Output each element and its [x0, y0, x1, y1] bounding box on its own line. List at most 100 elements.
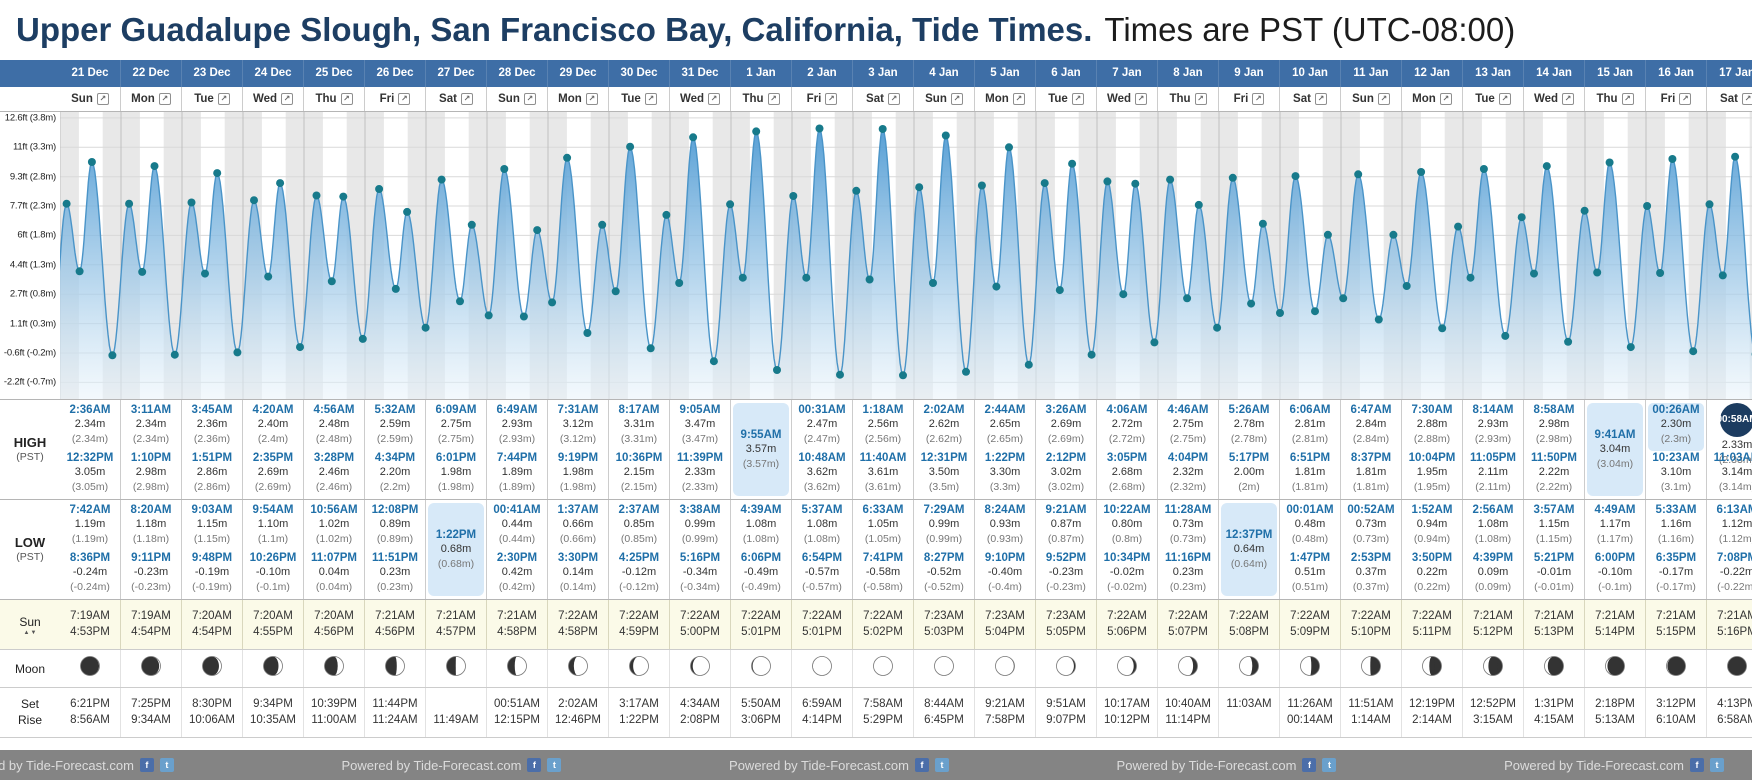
low-tide-height-alt: (1.15m): [1535, 533, 1573, 545]
date-header-5-jan[interactable]: 5 Jan: [975, 60, 1036, 87]
expand-day-icon[interactable]: ↗: [1194, 93, 1207, 105]
expand-day-icon[interactable]: ↗: [644, 93, 657, 105]
date-header-3-jan[interactable]: 3 Jan: [853, 60, 914, 87]
expand-day-icon[interactable]: ↗: [1314, 93, 1327, 105]
moonrise-time: 3:06PM: [741, 714, 781, 726]
date-header-25-dec[interactable]: 25 Dec: [304, 60, 365, 87]
expand-day-icon[interactable]: ↗: [1562, 93, 1575, 105]
low-tide-event: 9:03AM 1.15m (1.15m): [182, 503, 242, 551]
date-header-14-jan[interactable]: 14 Jan: [1524, 60, 1585, 87]
high-tide-cell: 4:56AM 2.48m (2.48m) 3:28PM 2.46m (2.46m): [304, 400, 365, 499]
expand-day-icon[interactable]: ↗: [708, 93, 721, 105]
high-tide-event: 3:05PM 2.68m (2.68m): [1097, 451, 1157, 499]
facebook-share-icon[interactable]: f: [914, 758, 929, 772]
expand-day-icon[interactable]: ↗: [158, 93, 171, 105]
low-tide-height: -0.57m: [804, 566, 840, 578]
date-header-17-jan[interactable]: 17 Jan: [1707, 60, 1752, 87]
expand-day-icon[interactable]: ↗: [1377, 93, 1390, 105]
sun-times-cell: 7:23AM 5:03PM: [914, 600, 975, 649]
expand-day-icon[interactable]: ↗: [1621, 93, 1634, 105]
date-header-16-jan[interactable]: 16 Jan: [1646, 60, 1707, 87]
date-header-2-jan[interactable]: 2 Jan: [792, 60, 853, 87]
chart-y-axis: 12.6ft (3.8m) 11ft (3.3m) 9.3ft (2.8m) 7.7f…: [0, 112, 60, 399]
date-header-26-dec[interactable]: 26 Dec: [365, 60, 426, 87]
high-tide-time: 2:02AM: [923, 404, 965, 416]
powered-by-link[interactable]: Powered by Tide-Forecast.com: [0, 757, 134, 773]
high-tide-event: 10:48AM 3.62m (3.62m): [792, 451, 852, 499]
date-header-23-dec[interactable]: 23 Dec: [182, 60, 243, 87]
date-header-7-jan[interactable]: 7 Jan: [1097, 60, 1158, 87]
dow-label: Tue: [621, 93, 641, 105]
date-header-30-dec[interactable]: 30 Dec: [609, 60, 670, 87]
date-header-21-dec[interactable]: 21 Dec: [60, 60, 121, 87]
twitter-share-icon[interactable]: t: [159, 758, 174, 772]
date-header-1-jan[interactable]: 1 Jan: [731, 60, 792, 87]
facebook-share-icon[interactable]: f: [1302, 758, 1317, 772]
sun-times-cell: 7:21AM 5:13PM: [1524, 600, 1585, 649]
moonset-time: 7:25PM: [131, 697, 171, 710]
moonrise-time: 9:34AM: [131, 714, 171, 726]
date-header-13-jan[interactable]: 13 Jan: [1463, 60, 1524, 87]
date-header-15-jan[interactable]: 15 Jan: [1585, 60, 1646, 87]
facebook-share-icon[interactable]: f: [527, 758, 542, 772]
low-tide-event: 9:52PM -0.23m (-0.23m): [1036, 551, 1096, 599]
high-tide-height-alt: (2.34m): [71, 433, 109, 445]
low-tide-time: 6:35PM: [1655, 552, 1697, 564]
date-header-31-dec[interactable]: 31 Dec: [670, 60, 731, 87]
high-tide-cell: 3:11AM 2.34m (2.34m) 1:10PM 2.98m (2.98m): [121, 400, 182, 499]
expand-day-icon[interactable]: ↗: [887, 93, 900, 105]
date-header-29-dec[interactable]: 29 Dec: [548, 60, 609, 87]
moonset-time: 11:03AM: [1226, 697, 1272, 710]
expand-day-icon[interactable]: ↗: [950, 93, 963, 105]
expand-day-icon[interactable]: ↗: [96, 93, 109, 105]
expand-day-icon[interactable]: ↗: [281, 93, 294, 105]
facebook-share-icon[interactable]: f: [1689, 758, 1704, 772]
expand-day-icon[interactable]: ↗: [217, 93, 230, 105]
expand-day-icon[interactable]: ↗: [1498, 93, 1511, 105]
date-header-24-dec[interactable]: 24 Dec: [243, 60, 304, 87]
expand-day-icon[interactable]: ↗: [460, 93, 473, 105]
expand-day-icon[interactable]: ↗: [1252, 93, 1265, 105]
powered-by-link[interactable]: Powered by Tide-Forecast.com: [729, 757, 909, 773]
low-tide-time: 1:52AM: [1411, 504, 1453, 516]
date-header-4-jan[interactable]: 4 Jan: [914, 60, 975, 87]
high-tide-event: 11:05PM 2.11m (2.11m): [1463, 451, 1523, 499]
high-tide-height: 3.57m: [745, 443, 777, 455]
date-header-6-jan[interactable]: 6 Jan: [1036, 60, 1097, 87]
expand-day-icon[interactable]: ↗: [1012, 93, 1025, 105]
high-tide-time: 00:31AM: [798, 404, 846, 416]
date-header-12-jan[interactable]: 12 Jan: [1402, 60, 1463, 87]
twitter-share-icon[interactable]: t: [547, 758, 562, 772]
expand-day-icon[interactable]: ↗: [340, 93, 353, 105]
powered-by-link[interactable]: Powered by Tide-Forecast.com: [1116, 757, 1297, 773]
expand-day-icon[interactable]: ↗: [1135, 93, 1148, 105]
twitter-share-icon[interactable]: t: [1322, 758, 1337, 772]
powered-by-link[interactable]: Powered by Tide-Forecast.com: [1504, 757, 1684, 773]
date-header-11-jan[interactable]: 11 Jan: [1341, 60, 1402, 87]
expand-day-icon[interactable]: ↗: [1439, 93, 1452, 105]
low-tide-height: -0.34m: [682, 566, 718, 578]
expand-day-icon[interactable]: ↗: [1741, 93, 1752, 105]
sun-times-cell: 7:22AM 5:06PM: [1097, 600, 1158, 649]
date-header-8-jan[interactable]: 8 Jan: [1158, 60, 1219, 87]
date-header-10-jan[interactable]: 10 Jan: [1280, 60, 1341, 87]
twitter-share-icon[interactable]: t: [934, 758, 949, 772]
low-tide-height-alt: (0.22m): [1413, 581, 1451, 593]
expand-day-icon[interactable]: ↗: [398, 93, 411, 105]
expand-day-icon[interactable]: ↗: [1071, 93, 1084, 105]
date-header-27-dec[interactable]: 27 Dec: [426, 60, 487, 87]
expand-day-icon[interactable]: ↗: [523, 93, 536, 105]
moon-setrise-cell: 10:39PM 11:00AM: [304, 688, 365, 737]
moon-phase-icon: [1543, 655, 1565, 682]
expand-day-icon[interactable]: ↗: [767, 93, 780, 105]
date-header-28-dec[interactable]: 28 Dec: [487, 60, 548, 87]
date-header-22-dec[interactable]: 22 Dec: [121, 60, 182, 87]
expand-day-icon[interactable]: ↗: [585, 93, 598, 105]
powered-by-link[interactable]: Powered by Tide-Forecast.com: [341, 757, 522, 773]
facebook-share-icon[interactable]: f: [139, 758, 154, 772]
expand-day-icon[interactable]: ↗: [1679, 93, 1692, 105]
expand-day-icon[interactable]: ↗: [825, 93, 838, 105]
date-header-9-jan[interactable]: 9 Jan: [1219, 60, 1280, 87]
twitter-share-icon[interactable]: t: [1709, 758, 1724, 772]
